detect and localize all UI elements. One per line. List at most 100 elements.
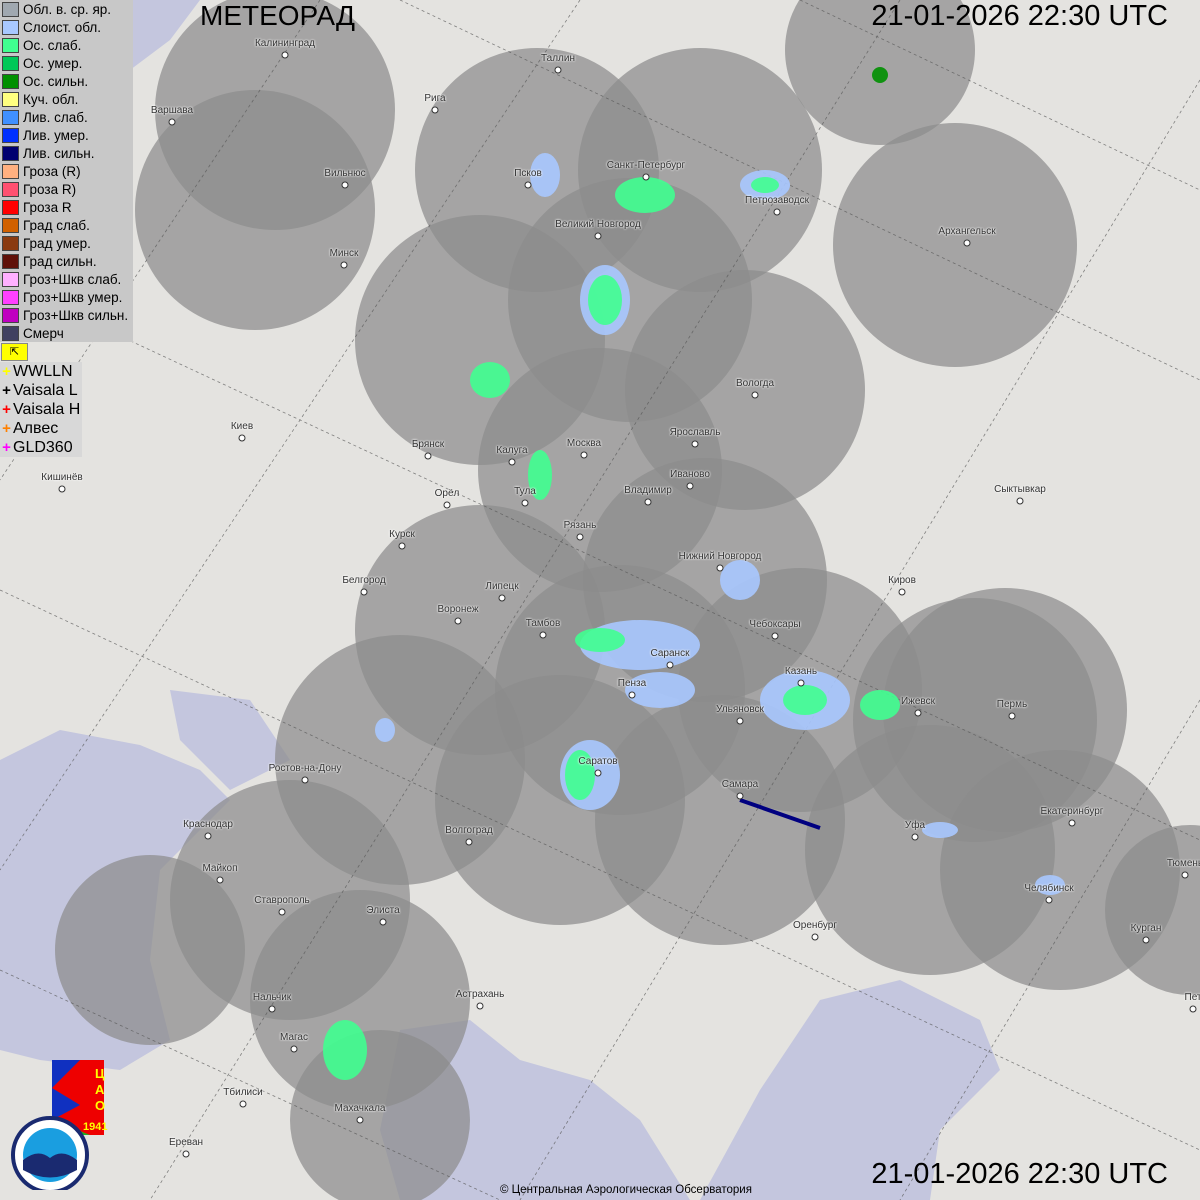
flag-icon[interactable]: ⇱ bbox=[1, 343, 28, 361]
city-label: Таллин bbox=[541, 53, 575, 64]
city-label: Москва bbox=[566, 438, 602, 449]
radar-coverage-circle bbox=[833, 123, 1077, 367]
city-label: Магас bbox=[280, 1032, 308, 1043]
city-label: Ростов-на-Дону bbox=[268, 763, 342, 774]
lightning-item: + Алвес bbox=[0, 419, 82, 438]
city-marker bbox=[508, 458, 516, 466]
city-label: Саранск bbox=[650, 648, 690, 659]
legend-label: Лив. сильн. bbox=[23, 145, 95, 161]
radar-artifact-line bbox=[739, 798, 821, 830]
city-marker bbox=[1045, 896, 1053, 904]
radar-echo bbox=[751, 177, 779, 193]
legend-label: Град умер. bbox=[23, 235, 91, 251]
cross-icon: + bbox=[2, 363, 11, 380]
legend-item: Обл. в. ср. яр. bbox=[0, 0, 133, 18]
city-label: Уфа bbox=[904, 820, 926, 831]
city-marker bbox=[340, 261, 348, 269]
city-label: Оренбург bbox=[792, 920, 838, 931]
legend-item: Гроза R bbox=[0, 198, 133, 216]
legend-item: Лив. сильн. bbox=[0, 144, 133, 162]
city-marker bbox=[1189, 1005, 1197, 1013]
legend-swatch bbox=[2, 199, 19, 215]
legend-swatch bbox=[2, 19, 19, 35]
legend-swatch bbox=[2, 235, 19, 251]
graticule-line bbox=[0, 969, 501, 1200]
city-label: Липецк bbox=[485, 581, 519, 592]
city-marker bbox=[666, 661, 674, 669]
city-marker bbox=[773, 208, 781, 216]
city-marker bbox=[751, 391, 759, 399]
city-label: Элиста bbox=[366, 905, 400, 916]
city-marker bbox=[811, 933, 819, 941]
lightning-label: WWLLN bbox=[13, 362, 73, 380]
radar-echo bbox=[615, 177, 675, 213]
city-marker bbox=[797, 679, 805, 687]
legend-swatch bbox=[2, 73, 19, 89]
radar-echo bbox=[565, 750, 595, 800]
city-label: Рига bbox=[424, 93, 446, 104]
radar-echo bbox=[872, 67, 888, 83]
radar-coverage-circle bbox=[595, 695, 845, 945]
legend-swatch bbox=[2, 289, 19, 305]
city-marker bbox=[360, 588, 368, 596]
legend-item: Град умер. bbox=[0, 234, 133, 252]
legend-item: Куч. обл. bbox=[0, 90, 133, 108]
city-marker bbox=[476, 1002, 484, 1010]
sea-of-azov bbox=[170, 690, 290, 790]
city-label: Курган bbox=[1130, 923, 1162, 934]
legend-item: Град слаб. bbox=[0, 216, 133, 234]
city-label: Вологда bbox=[735, 378, 775, 389]
city-label: Псков bbox=[514, 168, 542, 179]
graticule-line bbox=[0, 589, 1200, 1151]
city-label: Тбилиси bbox=[223, 1087, 263, 1098]
legend-swatch bbox=[2, 163, 19, 179]
city-label: Белгород bbox=[342, 575, 386, 586]
city-marker bbox=[1068, 819, 1076, 827]
city-label: Астрахань bbox=[455, 989, 505, 1000]
city-label: Орёл bbox=[434, 488, 460, 499]
city-marker bbox=[281, 51, 289, 59]
city-label: Ижевск bbox=[900, 696, 936, 707]
lightning-item: + Vaisala H bbox=[0, 400, 82, 419]
city-marker bbox=[594, 769, 602, 777]
city-marker bbox=[539, 631, 547, 639]
city-marker bbox=[168, 118, 176, 126]
city-label: Ульяновск bbox=[716, 704, 764, 715]
city-marker bbox=[182, 1150, 190, 1158]
city-label: Великий Новгород bbox=[555, 219, 641, 230]
city-label: Вильнюс bbox=[324, 168, 366, 179]
city-label: Рязань bbox=[563, 520, 597, 531]
city-marker bbox=[1181, 871, 1189, 879]
city-label: Тюмень bbox=[1166, 858, 1200, 869]
city-label: Сыктывкар bbox=[994, 484, 1046, 495]
city-marker bbox=[691, 440, 699, 448]
precipitation-legend: Обл. в. ср. яр. Слоист. обл. Ос. слаб. Ос. … bbox=[0, 0, 133, 342]
city-label: Минск bbox=[329, 248, 359, 259]
legend-item: Гроз+Шкв сильн. bbox=[0, 306, 133, 324]
radar-echo bbox=[1035, 875, 1065, 895]
legend-item: Гроз+Шкв слаб. bbox=[0, 270, 133, 288]
logos: Ц А О 1941 bbox=[11, 1060, 107, 1190]
legend-swatch bbox=[2, 1, 19, 17]
svg-text:А: А bbox=[95, 1082, 105, 1097]
legend-label: Ос. сильн. bbox=[23, 73, 89, 89]
city-label: Казань bbox=[784, 666, 818, 677]
legend-label: Гроз+Шкв умер. bbox=[23, 289, 123, 305]
city-marker bbox=[736, 717, 744, 725]
copyright: © Центральная Аэрологическая Обсерватори… bbox=[500, 1184, 752, 1196]
graticule-line bbox=[149, 0, 901, 1200]
lightning-label: Vaisala L bbox=[13, 381, 78, 399]
legend-label: Ос. умер. bbox=[23, 55, 83, 71]
city-marker bbox=[1142, 936, 1150, 944]
legend-swatch bbox=[2, 217, 19, 233]
city-marker bbox=[301, 776, 309, 784]
legend-label: Куч. обл. bbox=[23, 91, 79, 107]
legend-label: Слоист. обл. bbox=[23, 19, 102, 35]
city-marker bbox=[424, 452, 432, 460]
lightning-item: + WWLLN bbox=[0, 362, 82, 381]
radar-echo bbox=[783, 685, 827, 715]
lightning-label: Vaisala H bbox=[13, 400, 81, 418]
radar-echoes bbox=[323, 67, 1065, 1080]
